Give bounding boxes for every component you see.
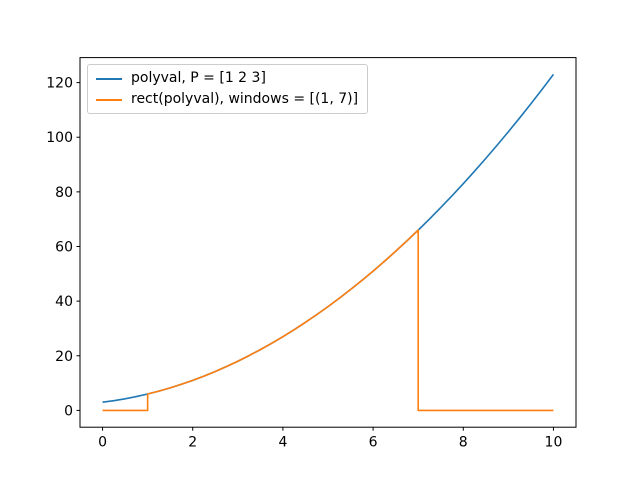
y-tick-label: 80 [55,185,73,201]
x-tick-label: 0 [98,435,107,451]
y-tick-label: 0 [64,403,73,419]
legend: polyval, P = [1 2 3] rect(polyval), wind… [87,64,369,114]
series-line-1 [102,229,554,412]
legend-line-swatch-rect-polyval [96,98,122,101]
x-tick-label: 4 [278,435,287,451]
legend-line-swatch-polyval [96,77,122,80]
x-tick-label: 6 [369,435,378,451]
series-line-0 [102,73,555,403]
y-tick-label: 120 [46,76,73,92]
legend-label-rect-polyval: rect(polyval), windows = [(1, 7)] [131,91,359,107]
y-tick-label: 20 [55,349,73,365]
x-tick-label: 2 [188,435,197,451]
axes-frame [79,57,577,428]
y-tick-label: 100 [46,130,73,146]
legend-entry-polyval: polyval, P = [1 2 3] [96,70,358,87]
x-tick-label: 8 [459,435,468,451]
legend-label-polyval: polyval, P = [1 2 3] [131,70,266,86]
x-tick-label: 10 [545,435,563,451]
legend-entry-rect-polyval: rect(polyval), windows = [(1, 7)] [96,91,358,108]
y-tick-label: 40 [55,294,73,310]
y-tick-label: 60 [55,239,73,255]
